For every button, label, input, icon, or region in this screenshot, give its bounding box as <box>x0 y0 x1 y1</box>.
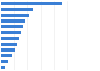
Bar <box>1 31 21 34</box>
Bar <box>1 37 19 40</box>
Bar <box>1 43 17 46</box>
Bar <box>1 60 8 63</box>
Bar <box>1 25 22 28</box>
Bar <box>1 66 5 69</box>
Bar <box>1 2 62 5</box>
Bar <box>1 19 25 23</box>
Bar <box>1 48 15 52</box>
Bar <box>1 14 29 17</box>
Bar <box>1 54 12 57</box>
Bar <box>1 8 33 11</box>
